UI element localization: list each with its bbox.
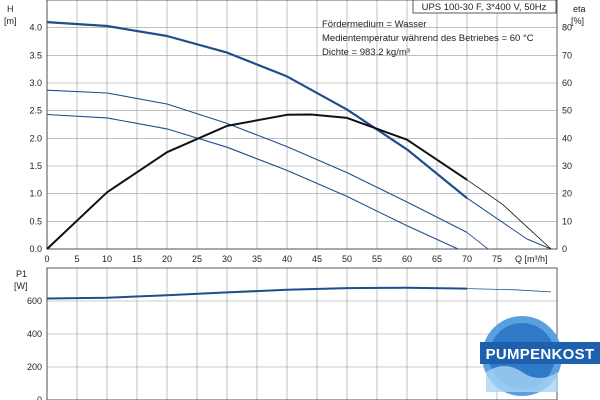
y-left-label-unit: [m]	[4, 16, 17, 26]
pumpenkost-logo: PUMPENKOST	[480, 316, 600, 396]
x-tick-label: 65	[432, 254, 442, 264]
y-right-tick-label: 0	[562, 244, 567, 254]
head-efficiency-panel: UPS 100-30 F, 3*400 V, 50Hz Fördermedium…	[4, 2, 586, 264]
head-curve-1	[466, 197, 552, 250]
y-left-tick-label: 1.0	[29, 189, 42, 199]
y-right-label-symbol: eta	[573, 4, 586, 14]
y-right-tick-label: 20	[562, 189, 572, 199]
y-left-label-symbol: H	[7, 4, 14, 14]
x-tick-label: 75	[492, 254, 502, 264]
title-box	[412, 0, 557, 14]
power-curve-1	[466, 288, 552, 293]
x-tick-label: 60	[402, 254, 412, 264]
head-curve-0	[46, 21, 468, 199]
y-right-tick-label: 70	[562, 50, 572, 60]
y-left-tick-label: 1.5	[29, 161, 42, 171]
y-right-tick-label: 30	[562, 161, 572, 171]
x-tick-label: 70	[462, 254, 472, 264]
p1-tick-label: 400	[27, 329, 42, 339]
efficiency-curve-5	[46, 113, 468, 250]
logo-wave	[486, 366, 558, 392]
info-line-medium: Fördermedium = Wasser	[322, 19, 426, 30]
chart-title: UPS 100-30 F, 3*400 V, 50Hz	[422, 2, 547, 13]
x-tick-label: 35	[252, 254, 262, 264]
x-axis-label: Q [m³/h]	[515, 254, 548, 264]
y-left-tick-label: 3.0	[29, 78, 42, 88]
x-tick-label: 45	[312, 254, 322, 264]
info-line-density: Dichte = 983.2 kg/m³	[322, 47, 410, 58]
head-curve-4	[46, 113, 459, 250]
p1-label-unit: [W]	[14, 281, 28, 291]
y-right-tick-label: 60	[562, 78, 572, 88]
bottom-plot-frame	[46, 267, 558, 400]
logo-banner	[480, 342, 600, 364]
x-tick-label: 40	[282, 254, 292, 264]
x-tick-label: 25	[192, 254, 202, 264]
p1-tick-label: 0	[37, 395, 42, 400]
y-right-tick-label: 40	[562, 133, 572, 143]
x-tick-label: 20	[162, 254, 172, 264]
efficiency-curve-6	[466, 179, 552, 250]
x-tick-label: 10	[102, 254, 112, 264]
x-tick-label: 55	[372, 254, 382, 264]
head-curve-2	[46, 89, 468, 233]
power-curve-0	[46, 286, 468, 300]
y-left-tick-label: 4.0	[29, 23, 42, 33]
p1-label-symbol: P1	[16, 269, 27, 279]
y-left-tick-label: 3.5	[29, 50, 42, 60]
logo-text: PUMPENKOST	[486, 346, 595, 363]
p1-tick-label: 200	[27, 362, 42, 372]
x-tick-label: 0	[44, 254, 49, 264]
y-left-tick-label: 0.0	[29, 244, 42, 254]
y-right-tick-label: 50	[562, 106, 572, 116]
top-plot-frame	[46, 0, 558, 250]
y-left-tick-label: 2.0	[29, 133, 42, 143]
y-right-tick-label: 10	[562, 216, 572, 226]
y-left-tick-label: 0.5	[29, 216, 42, 226]
p1-tick-label: 600	[27, 296, 42, 306]
x-tick-label: 15	[132, 254, 142, 264]
head-curve-3	[466, 232, 489, 250]
power-panel: P1 [W]	[14, 269, 28, 291]
info-line-temperature: Medientemperatur während des Betriebes =…	[322, 33, 534, 44]
x-tick-label: 5	[74, 254, 79, 264]
y-right-tick-label: 80	[562, 23, 572, 33]
x-tick-label: 50	[342, 254, 352, 264]
y-left-tick-label: 2.5	[29, 106, 42, 116]
y-right-label-unit: [%]	[571, 16, 584, 26]
x-tick-label: 30	[222, 254, 232, 264]
